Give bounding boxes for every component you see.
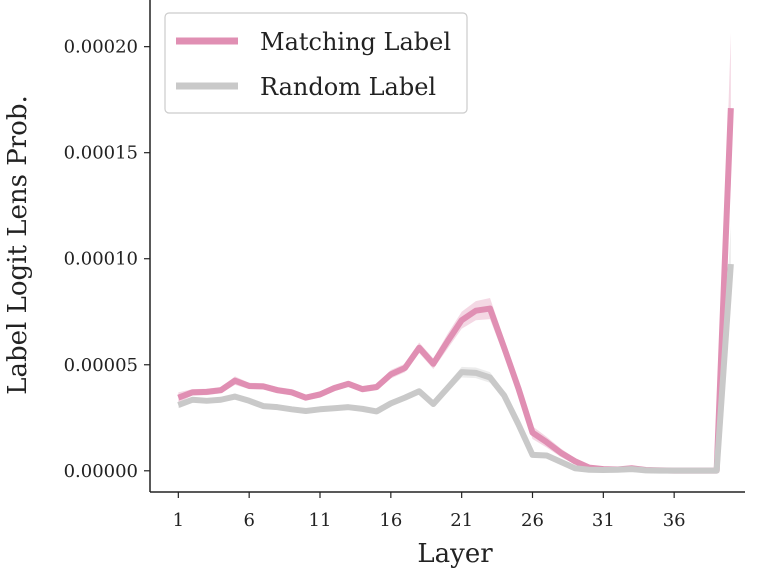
x-tick-label: 26 bbox=[521, 510, 544, 531]
matching-label-line bbox=[177, 108, 734, 474]
y-axis-ticks: 0.00000 0.00005 0.00010 0.00015 0.00020 bbox=[64, 37, 150, 482]
y-tick-label: 0.00020 bbox=[64, 37, 138, 58]
axes: 1 6 11 16 21 26 31 36 0.000000.000050.000100.00… bbox=[64, 0, 745, 531]
random-label-line bbox=[177, 263, 734, 474]
y-tick-label: 0.00010 bbox=[64, 249, 138, 270]
series-lines bbox=[177, 108, 734, 474]
legend: Matching Label Random Label bbox=[164, 12, 468, 114]
x-axis-title: Layer bbox=[417, 539, 493, 569]
x-axis-ticks: 1 6 11 16 21 26 31 36 bbox=[173, 492, 686, 531]
x-tick-label: 1 bbox=[173, 510, 184, 531]
y-tick-label: 0.00005 bbox=[64, 355, 138, 376]
legend-box bbox=[164, 12, 468, 114]
legend-label-matching-label: Matching Label bbox=[260, 28, 451, 56]
legend-label-random-label: Random Label bbox=[260, 73, 436, 101]
x-tick-label: 36 bbox=[663, 510, 686, 531]
x-tick-label: 16 bbox=[379, 510, 402, 531]
random-label-band bbox=[178, 225, 731, 471]
y-tick-label: 0.00000 bbox=[64, 461, 138, 482]
y-tick-label: 0.00015 bbox=[64, 143, 138, 164]
x-tick-label: 31 bbox=[592, 510, 615, 531]
x-tick-label: 21 bbox=[450, 510, 473, 531]
y-axis-title: Label Logit Lens Prob. bbox=[3, 95, 33, 394]
x-tick-label: 11 bbox=[309, 510, 332, 531]
x-tick-label: 6 bbox=[243, 510, 254, 531]
